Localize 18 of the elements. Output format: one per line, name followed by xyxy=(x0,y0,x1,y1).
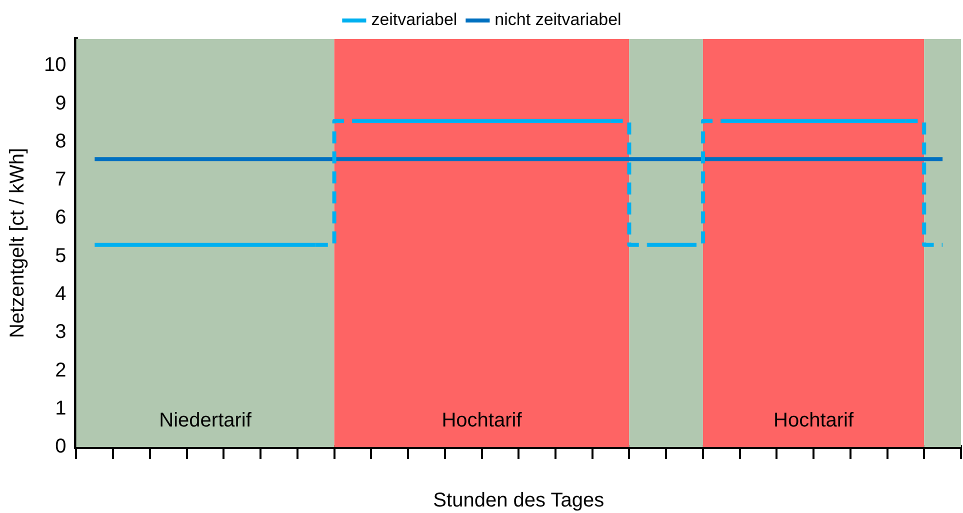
legend-label: zeitvariabel xyxy=(371,10,458,30)
annotation: Hochtarif xyxy=(442,410,522,432)
annotation: Hochtarif xyxy=(774,410,854,432)
y-tick-label: 0 xyxy=(55,436,66,458)
y-tick-label: 10 xyxy=(44,54,66,76)
x-axis-title: Stunden des Tages xyxy=(433,490,604,512)
y-tick-label: 5 xyxy=(55,244,66,267)
y-tick-label: 8 xyxy=(55,130,66,152)
annotation: Niedertarif xyxy=(159,410,252,432)
y-tick-label: 2 xyxy=(55,359,66,382)
y-tick-label: 7 xyxy=(55,168,66,191)
y-tick-label: 3 xyxy=(55,321,66,344)
y-tick-label: 6 xyxy=(55,206,66,229)
y-tick-label: 9 xyxy=(55,92,66,114)
y-axis-title: Netzentgelt [ct / kWh] xyxy=(6,148,29,338)
y-tick-label: 4 xyxy=(55,282,66,305)
legend-label: nicht zeitvariabel xyxy=(494,10,622,30)
y-tick-label: 1 xyxy=(55,397,66,420)
